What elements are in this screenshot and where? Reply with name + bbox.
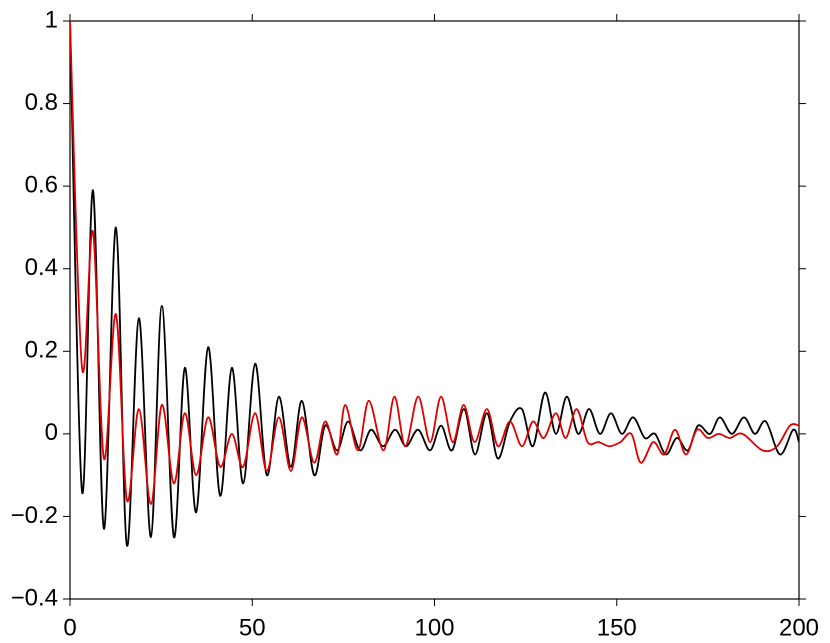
y-tick-label: 0.6 [25, 171, 58, 198]
x-tick-label: 150 [597, 614, 637, 638]
x-tick-label: 50 [239, 614, 266, 638]
y-tick-label: 0.4 [25, 254, 58, 281]
y-tick-label: 0.8 [25, 89, 58, 116]
y-tick-label: 1 [45, 6, 58, 33]
plot-frame [69, 20, 800, 600]
series-line [70, 20, 799, 505]
x-tick-label: 0 [63, 614, 76, 638]
y-tick-label: 0.2 [25, 337, 58, 364]
y-tick-label: −0.2 [11, 502, 58, 529]
x-tick-label: 100 [414, 614, 454, 638]
series-line [70, 20, 799, 547]
y-tick-label: −0.4 [11, 584, 58, 611]
y-tick-label: 0 [45, 419, 58, 446]
x-tick-label: 200 [779, 614, 819, 638]
